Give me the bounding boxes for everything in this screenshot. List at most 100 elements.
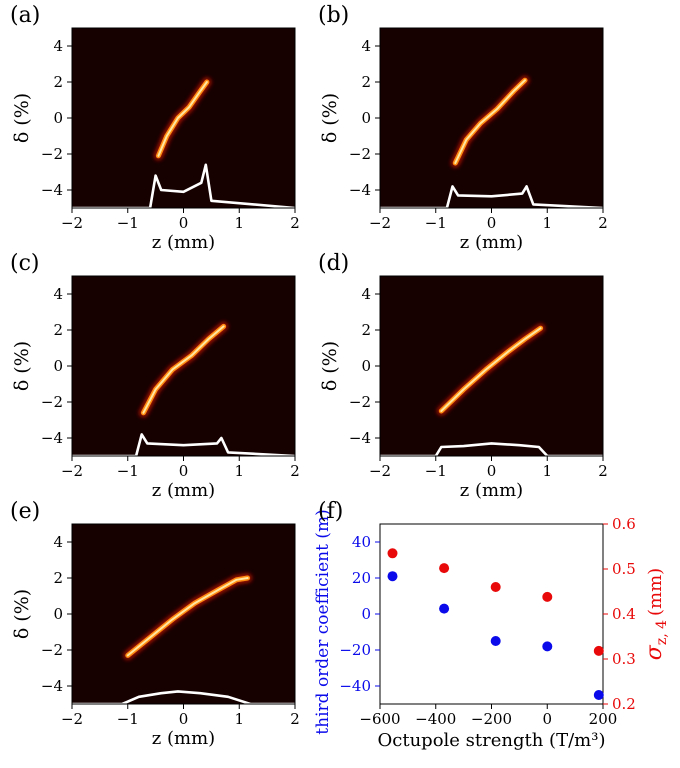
y-tick-label: 2 xyxy=(53,569,63,587)
y-tick-label: 4 xyxy=(53,533,63,551)
x-axis-label: Octupole strength (T/m³) xyxy=(378,730,606,751)
phase-space-core xyxy=(157,81,208,157)
panel-3: −2 −1 0 1 2 −4 −2 0 2 4 z (mm) δ (%) (d) xyxy=(318,251,608,501)
panel-4: −2 −1 0 1 2 −4 −2 0 2 4 z (mm) δ (%) (e) xyxy=(10,499,300,749)
current-profile xyxy=(72,433,296,458)
panel-label: (e) xyxy=(10,499,40,524)
data-point-third-order xyxy=(593,690,604,700)
y-tick-label: −2 xyxy=(41,393,63,411)
x-tick-label: −1 xyxy=(117,462,139,480)
x-tick-label: −2 xyxy=(61,462,83,480)
x-tick-label: 0 xyxy=(179,214,189,232)
data-point-sigma xyxy=(439,563,450,574)
y-tick-label-left: −40 xyxy=(339,677,371,695)
y-tick-label: −2 xyxy=(41,641,63,659)
current-profile xyxy=(72,690,295,706)
x-tick-label: −400 xyxy=(415,710,456,728)
x-tick-label: 1 xyxy=(542,214,552,232)
x-tick-label: −2 xyxy=(61,214,83,232)
y-tick-label: 0 xyxy=(53,605,63,623)
y-axis-label-right: σz, 4 (mm) xyxy=(642,568,670,660)
x-tick-label: 1 xyxy=(234,710,244,728)
y-tick-label: 2 xyxy=(361,321,371,339)
x-tick-label: 0 xyxy=(179,462,189,480)
y-tick-label-right: 0.4 xyxy=(612,605,636,623)
x-tick-label: 1 xyxy=(234,462,244,480)
x-tick-label: −200 xyxy=(471,710,512,728)
y-tick-label: −2 xyxy=(349,145,371,163)
data-point-sigma xyxy=(593,645,604,656)
y-tick-label: 4 xyxy=(53,37,63,55)
data-point-sigma xyxy=(387,548,398,559)
y-tick-label-left: 0 xyxy=(361,605,371,623)
y-tick-label: 0 xyxy=(361,357,371,375)
axes-frame xyxy=(379,523,604,705)
y-axis-label: δ (%) xyxy=(319,93,341,143)
y-axis-label: δ (%) xyxy=(11,589,33,639)
phase-space-core xyxy=(142,325,225,414)
phase-space-core xyxy=(126,577,249,657)
y-tick-label: 4 xyxy=(361,285,371,303)
x-tick-label: 1 xyxy=(234,214,244,232)
sigma-unit: (mm) xyxy=(645,568,666,616)
x-tick-label: 0 xyxy=(487,462,497,480)
y-axis-label: δ (%) xyxy=(11,341,33,391)
x-tick-label: 2 xyxy=(598,462,608,480)
sigma-symbol: σ xyxy=(642,644,667,660)
y-tick-label: 0 xyxy=(53,357,63,375)
x-axis-label: z (mm) xyxy=(460,232,523,253)
panel-label: (f) xyxy=(318,499,343,524)
y-tick-label: 4 xyxy=(361,37,371,55)
panel-label: (c) xyxy=(10,251,40,276)
panel-1: −2 −1 0 1 2 −4 −2 0 2 4 z (mm) δ (%) (b) xyxy=(318,3,608,253)
y-tick-label: 2 xyxy=(361,73,371,91)
y-tick-label-right: 0.5 xyxy=(612,560,636,578)
x-tick-label: −1 xyxy=(425,214,447,232)
y-tick-label: 0 xyxy=(361,109,371,127)
y-tick-label: 2 xyxy=(53,73,63,91)
x-axis-label: z (mm) xyxy=(152,232,215,253)
x-tick-label: 2 xyxy=(598,214,608,232)
y-axis-label: δ (%) xyxy=(319,341,341,391)
panel-0: −2 −1 0 1 2 −4 −2 0 2 4 z (mm) δ (%) (a) xyxy=(10,3,300,253)
panel-label: (a) xyxy=(10,3,40,28)
panel-2: −2 −1 0 1 2 −4 −2 0 2 4 z (mm) δ (%) (c) xyxy=(10,251,300,501)
x-tick-label: 2 xyxy=(290,214,300,232)
x-tick-label: 2 xyxy=(290,462,300,480)
data-point-third-order xyxy=(490,636,501,646)
phase-space-core xyxy=(440,327,542,412)
x-tick-label: 0 xyxy=(487,214,497,232)
y-tick-label: −4 xyxy=(349,429,371,447)
x-tick-label: 200 xyxy=(589,710,618,728)
x-tick-label: 1 xyxy=(542,462,552,480)
y-tick-label-right: 0.6 xyxy=(612,515,636,533)
y-axis-label: δ (%) xyxy=(11,93,33,143)
current-profile xyxy=(380,442,603,458)
panel-label: (d) xyxy=(318,251,349,276)
y-tick-label: 2 xyxy=(53,321,63,339)
y-tick-label: −4 xyxy=(349,181,371,199)
y-tick-label: −4 xyxy=(41,429,63,447)
data-point-sigma xyxy=(490,582,501,592)
x-tick-label: 0 xyxy=(542,710,552,728)
sigma-subscript: z, 4 xyxy=(654,620,670,645)
x-tick-label: 2 xyxy=(290,710,300,728)
current-profile xyxy=(380,185,604,210)
x-axis-label: z (mm) xyxy=(152,728,215,749)
data-point-sigma xyxy=(542,591,553,602)
panel-label: (b) xyxy=(318,3,349,28)
current-profile xyxy=(72,163,296,210)
y-tick-label-left: 20 xyxy=(352,569,371,587)
x-axis-label: z (mm) xyxy=(152,480,215,501)
x-tick-label: −1 xyxy=(425,462,447,480)
y-tick-label: 0 xyxy=(53,109,63,127)
x-tick-label: −2 xyxy=(369,462,391,480)
y-tick-label-right: 0.3 xyxy=(612,650,636,668)
y-axis-label-left: third order coefficient (m) xyxy=(313,509,333,734)
x-tick-label: −1 xyxy=(117,214,139,232)
y-tick-label: 4 xyxy=(53,285,63,303)
y-tick-label-left: −20 xyxy=(339,641,371,659)
data-point-third-order xyxy=(542,641,553,652)
x-tick-label: 0 xyxy=(179,710,189,728)
